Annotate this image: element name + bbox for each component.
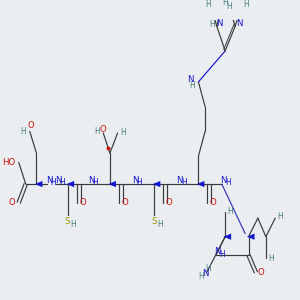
Text: H: H: [198, 272, 204, 281]
Text: H: H: [94, 127, 100, 136]
Text: N: N: [176, 176, 183, 184]
Text: H: H: [243, 0, 249, 9]
Text: N: N: [220, 176, 227, 184]
Text: S: S: [65, 217, 70, 226]
Text: H: H: [92, 178, 98, 187]
Polygon shape: [197, 181, 204, 187]
Text: H: H: [136, 178, 142, 187]
Text: H: H: [189, 81, 195, 90]
Text: O: O: [122, 198, 128, 207]
Polygon shape: [153, 181, 160, 187]
Text: O: O: [27, 122, 34, 130]
Text: H: H: [225, 178, 231, 187]
Text: H: H: [70, 220, 76, 230]
Text: O: O: [257, 268, 264, 277]
Text: O: O: [9, 198, 15, 207]
Text: H: H: [121, 128, 127, 137]
Text: O: O: [80, 198, 86, 207]
Text: H: H: [205, 264, 211, 273]
Text: N: N: [46, 176, 52, 184]
Polygon shape: [108, 181, 116, 187]
Text: N: N: [216, 19, 223, 28]
Text: S: S: [151, 217, 156, 226]
Text: O: O: [100, 125, 106, 134]
Text: H: H: [206, 0, 211, 9]
Text: N: N: [236, 19, 242, 28]
Text: H: H: [209, 20, 215, 29]
Text: H: H: [219, 250, 225, 259]
Polygon shape: [35, 181, 43, 187]
Text: N: N: [55, 176, 62, 184]
Text: O: O: [210, 198, 217, 207]
Text: N: N: [202, 269, 208, 278]
Text: N: N: [132, 176, 138, 184]
Text: H: H: [51, 178, 56, 187]
Text: N: N: [214, 247, 221, 256]
Text: N: N: [88, 176, 94, 184]
Polygon shape: [67, 181, 74, 187]
Polygon shape: [247, 234, 254, 240]
Text: H: H: [181, 178, 187, 187]
Polygon shape: [224, 234, 231, 240]
Text: H: H: [227, 207, 233, 216]
Text: O: O: [166, 198, 172, 207]
Text: H: H: [268, 254, 274, 263]
Text: H: H: [222, 0, 228, 8]
Text: H: H: [21, 127, 26, 136]
Text: H: H: [226, 2, 232, 10]
Text: HO: HO: [2, 158, 15, 167]
Text: N: N: [188, 75, 194, 84]
Text: H: H: [278, 212, 283, 221]
Text: H: H: [157, 220, 163, 230]
Text: H: H: [60, 178, 65, 187]
